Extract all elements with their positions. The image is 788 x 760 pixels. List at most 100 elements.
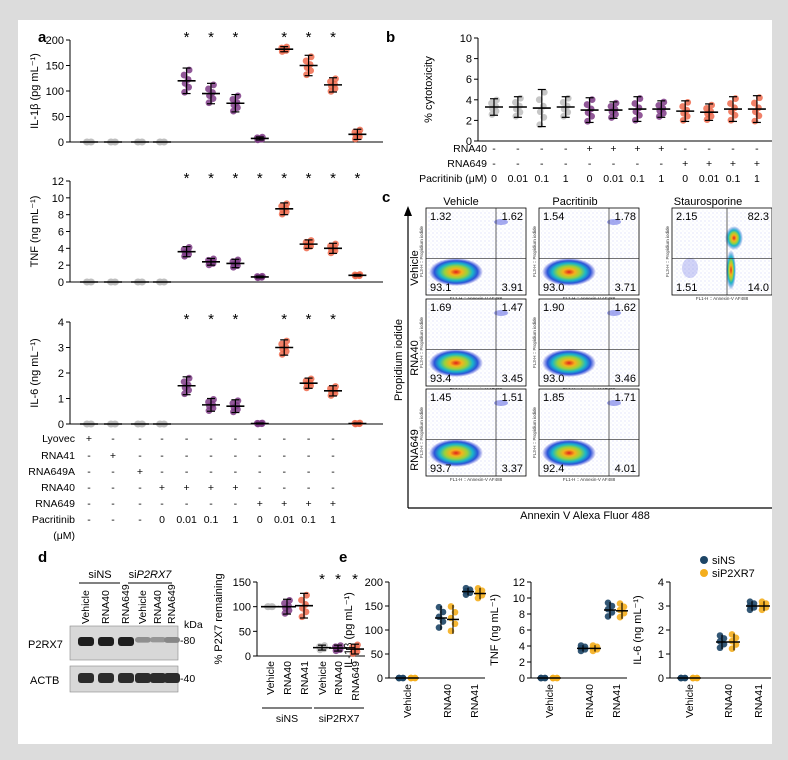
flow-quadrant-ur: 1.78 (615, 211, 636, 223)
flow-axis-y-caption: FL3-H :: Propidium iodide (532, 406, 537, 458)
table-b-cell: - (540, 143, 544, 155)
table-a-cell: 0.1 (204, 514, 219, 526)
chart-a1-ytick-label: 50 (52, 112, 64, 124)
chart-b-point (540, 88, 548, 96)
chart-a1-point (302, 57, 310, 65)
chart-a3-point (180, 378, 188, 386)
chart-e-category-label: RNA41 (611, 684, 623, 718)
flow-population-live (429, 258, 483, 286)
chart-a3-significance-star: * (208, 311, 214, 328)
chart-b-point (607, 102, 615, 110)
chart-d-significance-star: * (352, 571, 358, 588)
flow-row-header-rna40: RNA40 (409, 340, 421, 375)
table-a-cell: - (282, 466, 286, 478)
table-b-cell: - (540, 158, 544, 170)
flow-population-double-positive (725, 226, 743, 250)
table-a-cell: - (111, 514, 115, 526)
chart-a2-significance-star: * (257, 170, 263, 187)
chart-e3: 0 1 2 3 4 Vehicle RNA40 RNA41 IL-6 (ng mL⁻¹) (632, 577, 771, 718)
flow-quadrant-ul: 2.15 (676, 211, 697, 223)
legend-e-label-sip2xr7: siP2XR7 (712, 568, 755, 580)
chart-a1-point (332, 75, 339, 83)
chart-d-category-label: Vehicle (317, 661, 329, 695)
flow-axis-y-caption: FL3-H :: Propidium iodide (665, 225, 670, 277)
chart-b-ytick-label: 4 (466, 95, 472, 107)
chart-d-category-label: RNA40 (282, 661, 294, 695)
chart-b-point (631, 100, 639, 107)
table-a-cell: - (160, 433, 164, 445)
chart-a3-significance-star: * (330, 311, 336, 328)
panel-d-western-blot: siNS siP2RX7 Vehicle RNA40 RNA649 Vehicle RN… (28, 569, 203, 693)
table-a-cell: - (138, 498, 142, 510)
table-a-cell: 0.01 (176, 514, 197, 526)
table-a-cell: + (306, 498, 312, 510)
table-a-cell: - (138, 433, 142, 445)
flow-quadrant-ll: 93.4 (430, 373, 451, 385)
flow-quadrant-ll: 93.0 (543, 373, 564, 385)
table-a-cell: - (331, 482, 335, 494)
blot-lane-label: RNA649 (166, 584, 178, 624)
table-a-cell: - (209, 498, 213, 510)
panel-b-treatment-table: RNA40- - - - + + + + - - - -RNA649- - - - - - - - + + + +Pacri… (419, 143, 760, 185)
chart-b-ytick-label: 10 (460, 33, 472, 45)
blot-group-sip2rx7: siP2RX7 (129, 569, 173, 581)
table-a-cell: 0 (159, 514, 165, 526)
flow-population-live (542, 439, 596, 467)
blot-p2rx7-band (135, 637, 151, 643)
figure-panel: a b c d e 0 50 100 150 200 * * * * * * IL-1β (pg mL… (18, 20, 772, 744)
table-b-cell: 0.01 (699, 173, 720, 185)
chart-a3-y-label: IL-6 (ng mL⁻¹) (29, 338, 41, 407)
flow-quadrant-lr: 4.01 (615, 463, 636, 475)
table-a-cell: + (184, 482, 190, 494)
table-b-cell: - (516, 158, 520, 170)
chart-a3-ytick-label: 0 (58, 419, 64, 431)
table-b-cell: + (730, 158, 736, 170)
chart-e-ytick-label: 2 (519, 657, 525, 669)
table-a-cell: - (307, 466, 311, 478)
blot-lane-label: Vehicle (80, 590, 92, 624)
flow-quadrant-ul: 1.90 (543, 302, 564, 314)
chart-d-group-label-sins: siNS (276, 713, 298, 725)
table-a-cell: - (209, 433, 213, 445)
blot-group-sins: siNS (88, 569, 111, 581)
table-a-cell: - (138, 482, 142, 494)
table-a-cell: + (110, 450, 116, 462)
table-b-cell: - (516, 143, 520, 155)
chart-a3-significance-star: * (306, 311, 312, 328)
flow-row-header-rna649: RNA649 (409, 429, 421, 471)
table-b-cell: - (636, 158, 640, 170)
flow-quadrant-ur: 1.71 (615, 392, 636, 404)
chart-a2-y-label: TNF (ng mL⁻¹) (29, 196, 41, 268)
table-b-cell: - (492, 143, 496, 155)
table-a-cell: - (282, 482, 286, 494)
panel-d-quantification: 0 50 100 150 * * * % P2X7 remaining Vehicle RNA40… (213, 571, 365, 725)
chart-e-ytick-label: 50 (371, 649, 383, 661)
chart-a3-point (234, 397, 242, 405)
chart-a2-significance-star: * (281, 170, 287, 187)
chart-e-category-label: Vehicle (544, 684, 556, 718)
table-a-cell: + (330, 498, 336, 510)
table-a-cell: - (87, 498, 91, 510)
flow-quadrant-lr: 3.37 (502, 463, 523, 475)
table-b-cell: - (683, 143, 687, 155)
table-a-cell: 0.01 (274, 514, 295, 526)
table-b-cell: + (658, 143, 664, 155)
flow-quadrant-ur: 1.62 (615, 302, 636, 314)
table-a-cell: - (258, 450, 262, 462)
blot-label-actb: ACTB (30, 675, 59, 687)
table-a-row-label: RNA40 (41, 482, 75, 494)
table-b-cell: + (634, 143, 640, 155)
chart-e2-y-label: TNF (ng mL⁻¹) (489, 594, 501, 666)
flow-population-late (607, 400, 621, 406)
chart-b-point (703, 105, 710, 112)
chart-d-category-label: Vehicle (265, 661, 277, 695)
table-b-cell: - (660, 158, 664, 170)
table-a-cell: - (307, 433, 311, 445)
table-a-row-label: RNA649 (35, 498, 75, 510)
blot-actb-band (164, 673, 180, 683)
table-a-cell: - (258, 466, 262, 478)
chart-a1-significance-star: * (208, 29, 214, 46)
